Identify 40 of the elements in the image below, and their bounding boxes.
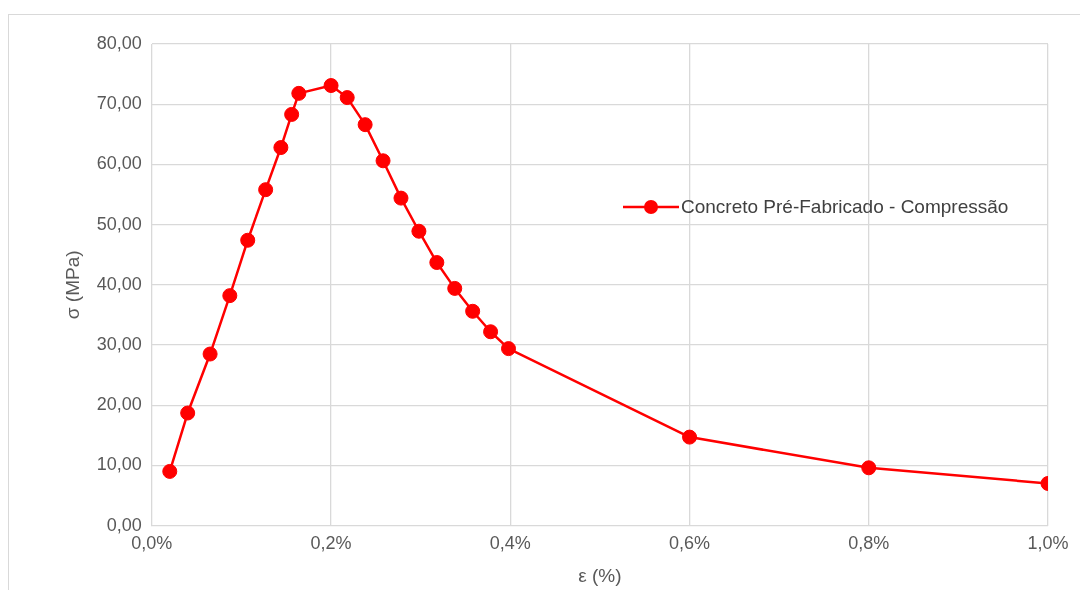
point [273,140,289,156]
point [411,223,427,239]
x-tick-label: 0,8% [848,533,890,554]
point [357,117,373,133]
point [258,182,274,198]
x-tick-label: 1,0% [1027,533,1069,554]
y-tick-label: 70,00 [96,93,142,114]
point [447,280,463,296]
y-tick-label: 80,00 [96,32,142,53]
y-tick-label: 50,00 [96,213,142,234]
point [465,303,481,319]
y-tick-label: 60,00 [96,153,142,174]
point [240,232,256,248]
y-axis-title: σ (MPa) [61,250,83,320]
point [222,288,238,304]
x-tick-label: 0,0% [131,533,173,554]
point [202,346,218,362]
x-axis-title: ε (%) [578,564,622,586]
point [339,90,355,106]
point [429,255,445,271]
point [393,190,409,206]
point [162,463,178,479]
point [861,460,877,476]
y-tick-label: 0,00 [106,514,142,535]
x-tick-label: 0,2% [310,533,352,554]
y-tick-label: 40,00 [96,273,142,294]
point [323,78,339,94]
point [284,106,300,122]
point [501,341,517,357]
y-tick-label: 30,00 [96,333,142,354]
x-tick-label: 0,6% [669,533,711,554]
point [682,429,698,445]
point [375,153,391,169]
y-tick-label: 10,00 [96,454,142,475]
x-tick-label: 0,4% [489,533,531,554]
point [291,85,307,101]
y-tick-label: 20,00 [96,394,142,415]
legend-label: Concreto Pré-Fabricado - Compressão [681,195,1009,218]
point [483,324,499,340]
point [180,405,196,421]
